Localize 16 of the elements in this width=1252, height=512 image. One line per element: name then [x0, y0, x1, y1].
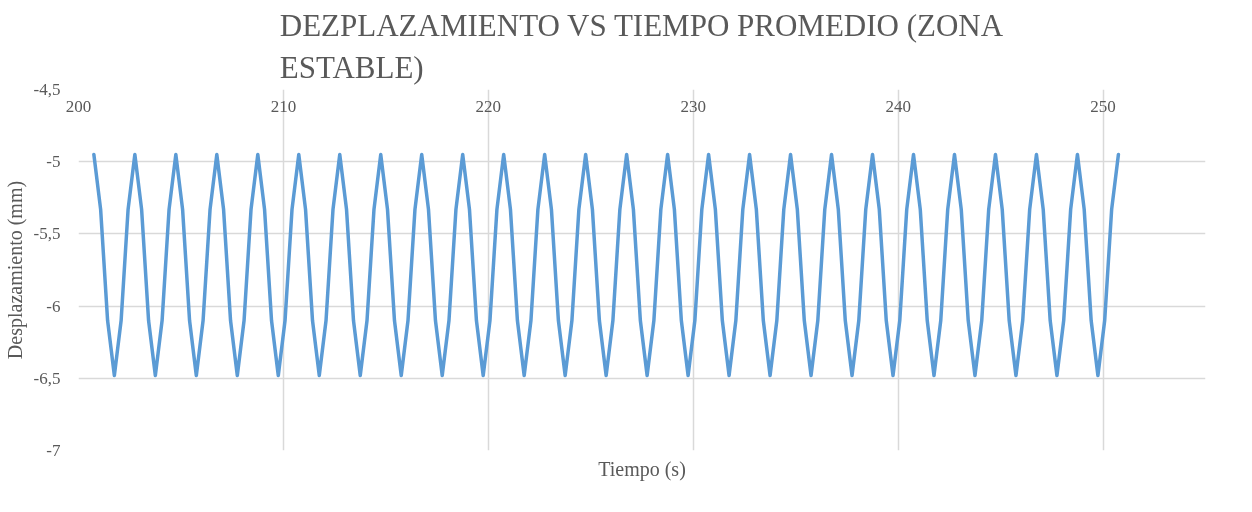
- x-tick-label: 240: [885, 96, 911, 116]
- x-axis-title: Tiempo (s): [598, 457, 686, 481]
- x-tick-label: 230: [680, 96, 706, 116]
- line-series: [92, 152, 1121, 378]
- x-tick-label: 200: [65, 96, 92, 116]
- x-tick-label: 210: [270, 96, 297, 116]
- x-tick-label: 220: [475, 96, 502, 116]
- y-tick-label: -7: [46, 441, 61, 460]
- y-tick-label: -5: [46, 152, 61, 172]
- y-tick-label: -5,5: [33, 224, 61, 244]
- chart-title: DEZPLAZAMIENTO VS TIEMPO PROMEDIO (ZONA ESTABLE): [279, 7, 1004, 85]
- y-tick-label: -4,5: [33, 80, 61, 99]
- y-axis-title: Desplazamiento (mm): [3, 180, 27, 360]
- y-tick-label: -6,5: [33, 368, 61, 388]
- y-tick-label: -6: [46, 296, 61, 316]
- x-tick-label: 250: [1090, 96, 1116, 116]
